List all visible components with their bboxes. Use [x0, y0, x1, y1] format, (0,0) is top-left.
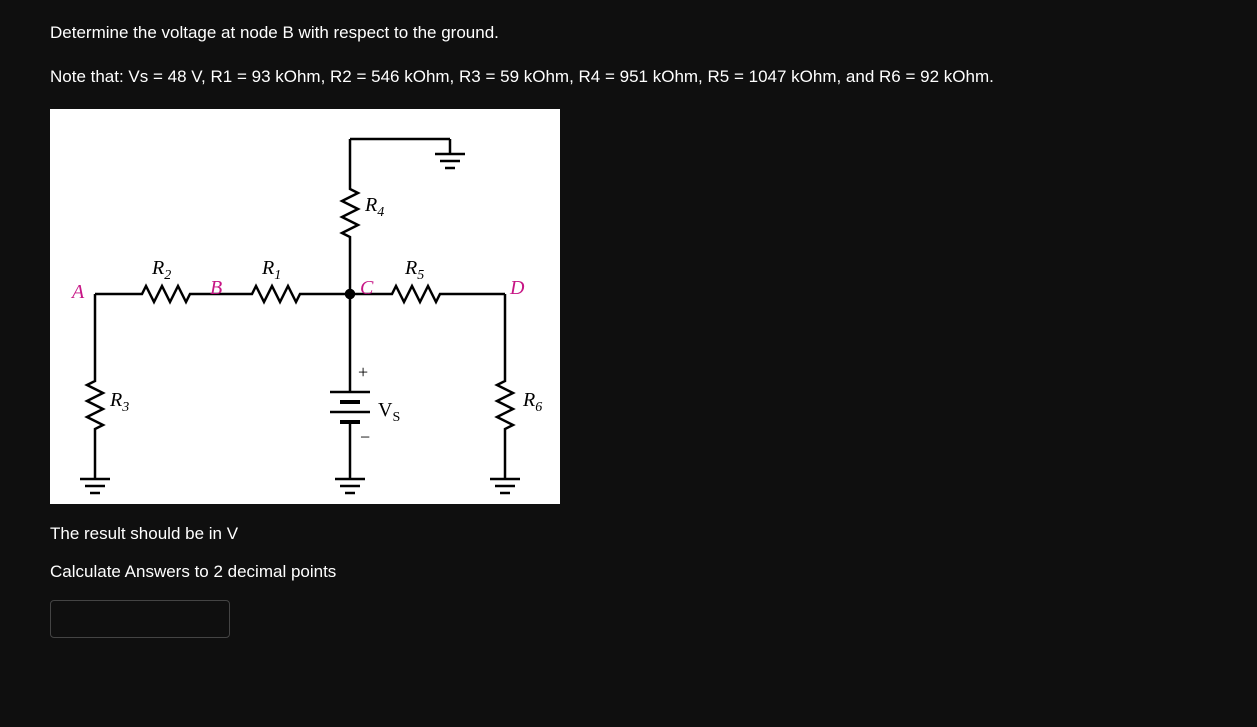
answer-input[interactable]: [50, 600, 230, 638]
vs-minus: −: [360, 427, 370, 448]
question-prompt: Determine the voltage at node B with res…: [50, 20, 1207, 46]
node-b-label: B: [210, 277, 222, 300]
circuit-diagram: A B C D R2 R1 R4 R5 R3 R6 VS + −: [50, 109, 560, 504]
node-d-label: D: [510, 277, 524, 300]
question-note: Note that: Vs = 48 V, R1 = 93 kOhm, R2 =…: [50, 64, 1207, 90]
r1-label: R1: [262, 257, 281, 284]
precision-text: Calculate Answers to 2 decimal points: [50, 562, 1207, 582]
vs-label: VS: [378, 399, 400, 426]
r5-label: R5: [405, 257, 424, 284]
vs-plus: +: [358, 362, 368, 383]
node-a-label: A: [72, 281, 84, 304]
circuit-svg: [50, 109, 560, 504]
r6-label: R6: [523, 389, 542, 416]
r2-label: R2: [152, 257, 171, 284]
result-unit-text: The result should be in V: [50, 524, 1207, 544]
r4-label: R4: [365, 194, 384, 221]
r3-label: R3: [110, 389, 129, 416]
node-c-label: C: [360, 277, 373, 300]
